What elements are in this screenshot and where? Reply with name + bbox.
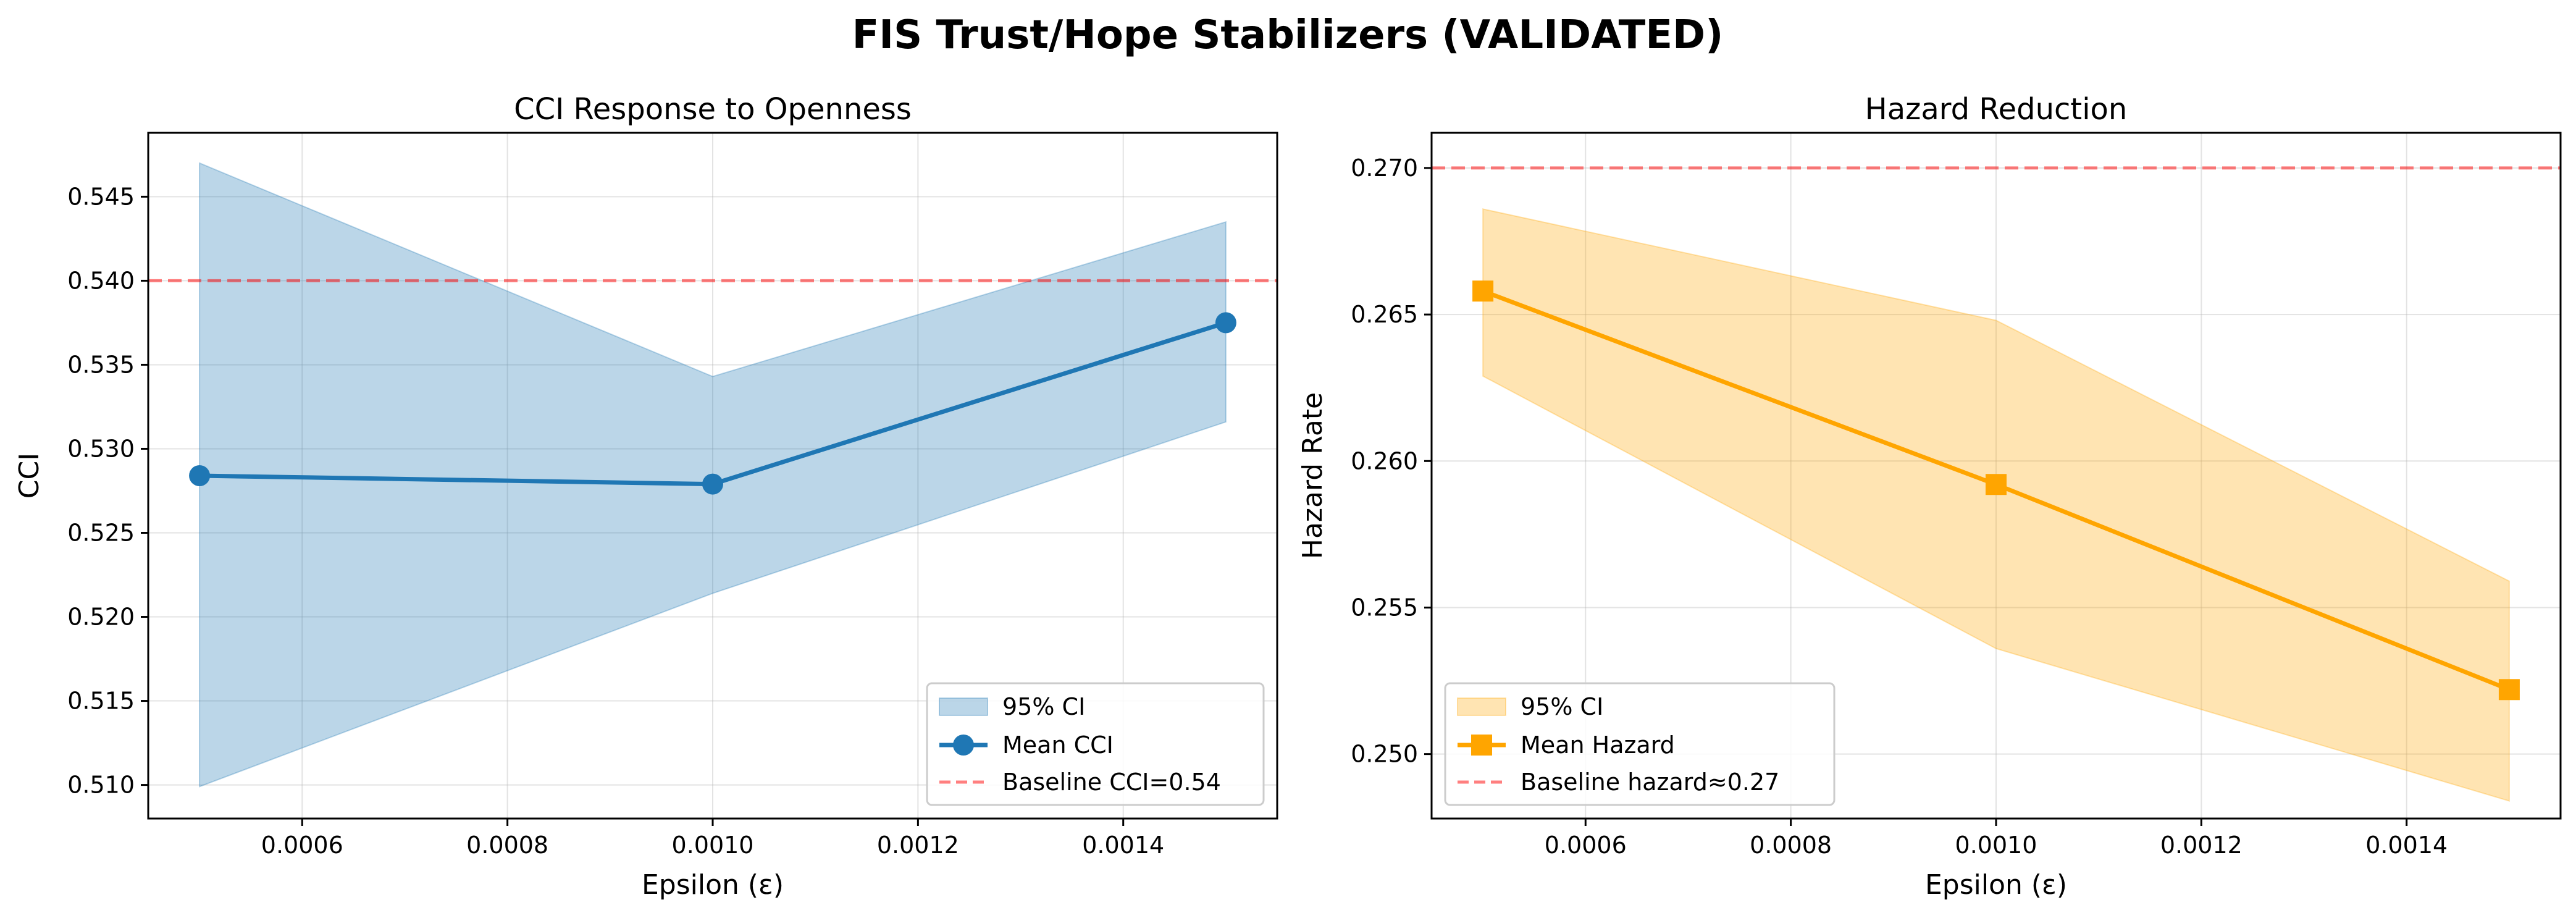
data-point [1472,280,1494,302]
y-tick-label: 0.515 [67,688,135,715]
axes-title: CCI Response to Openness [514,92,912,127]
x-tick-label: 0.0010 [672,832,754,859]
data-point [1215,312,1236,334]
y-tick-label: 0.525 [67,520,135,547]
legend-swatch-ci [1457,697,1506,716]
x-tick-label: 0.0014 [2365,832,2448,859]
legend-box [926,682,1265,806]
hazard-panel: 0.0006 0.0008 0.0010 0.0012 0.0014 0.250 0.255… [1297,92,2562,901]
y-tick-label: 0.270 [1351,154,1418,182]
data-point [189,465,211,486]
x-axis-label: Epsilon (ε) [1925,869,2067,901]
x-tick-label: 0.0008 [466,832,548,859]
x-tick-label: 0.0006 [1545,832,1627,859]
x-tick-label: 0.0010 [1955,832,2037,859]
figure-title: FIS Trust/Hope Stabilizers (VALIDATED) [852,12,1724,58]
legend: 95% CI Mean Hazard Baseline hazard≈0.27 [1444,682,1836,806]
x-tick-label: 0.0012 [2160,832,2242,859]
cci-panel: 0.0006 0.0008 0.0010 0.0012 0.0014 0.510 0.515… [14,92,1278,901]
y-tick-label: 0.540 [67,267,135,294]
x-tick-label: 0.0012 [877,832,959,859]
y-tick-label: 0.250 [1351,741,1418,768]
y-tick-label: 0.510 [67,772,135,799]
legend-label-mean: Mean Hazard [1521,731,1675,759]
x-tick-label: 0.0006 [261,832,343,859]
y-tick-label: 0.530 [67,435,135,462]
data-point [1986,474,2007,495]
y-tick-label: 0.535 [67,351,135,378]
legend-label-baseline: Baseline hazard≈0.27 [1521,769,1779,796]
data-point [702,473,723,495]
data-point [2498,679,2520,701]
legend-box [1444,682,1836,806]
x-tick-label: 0.0008 [1750,832,1832,859]
x-axis-label: Epsilon (ε) [642,869,784,901]
ci-band [1482,208,2510,802]
y-tick-label: 0.255 [1351,594,1418,621]
x-tick-label: 0.0014 [1082,832,1164,859]
y-tick-label: 0.545 [67,183,135,210]
y-tick-label: 0.520 [67,604,135,631]
y-tick-label: 0.265 [1351,301,1418,328]
legend-swatch-ci [939,697,988,716]
legend-marker-mean [1471,735,1492,756]
legend-label-ci: 95% CI [1521,693,1603,720]
y-axis-label: Hazard Rate [1297,392,1328,559]
axes-title: Hazard Reduction [1865,92,2128,127]
y-axis-label: CCI [14,453,45,499]
y-tick-label: 0.260 [1351,447,1418,474]
legend-label-mean: Mean CCI [1002,731,1114,759]
legend-label-baseline: Baseline CCI=0.54 [1002,769,1221,796]
legend-label-ci: 95% CI [1002,693,1085,720]
legend-marker-mean [953,735,974,756]
legend: 95% CI Mean CCI Baseline CCI=0.54 [926,682,1265,806]
